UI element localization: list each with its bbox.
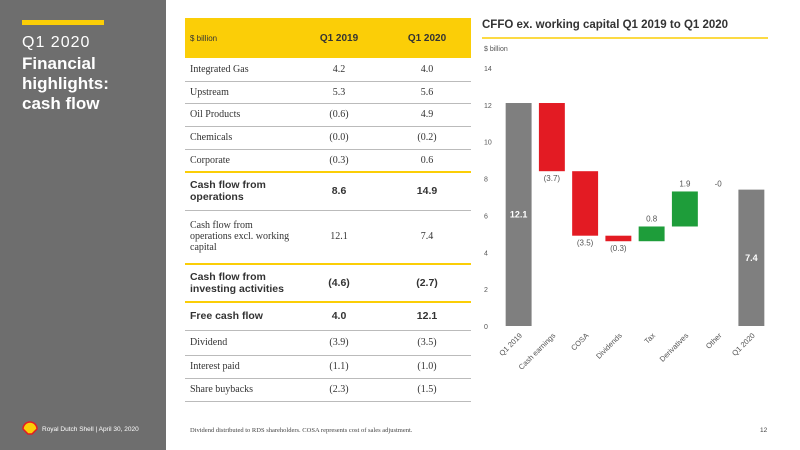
label-cell: Oil Products (185, 103, 295, 127)
footer-company: Royal Dutch Shell | April 30, 2020 (42, 426, 139, 433)
table-row: Cash flow from investing activities (4.6)… (185, 263, 471, 303)
value-cell: 12.1 (295, 210, 383, 265)
x-tick-label: Tax (642, 331, 657, 346)
y-tick-label: 0 (484, 324, 488, 331)
label-cell: Cash flow from investing activities (185, 263, 295, 303)
value-label: 1.9 (679, 179, 691, 188)
x-tick-label: Q1 2020 (730, 331, 757, 358)
table-row: Free cash flow 4.0 12.1 (185, 301, 471, 331)
x-tick-label: Derivatives (658, 331, 691, 364)
y-tick-label: 6 (484, 213, 488, 220)
value-cell: (3.5) (383, 330, 471, 356)
value-cell: (0.2) (383, 126, 471, 150)
value-label: (3.5) (577, 239, 594, 248)
label-cell: Free cash flow (185, 301, 295, 331)
bar (538, 103, 565, 172)
table-row: Upstream 5.3 5.6 (185, 81, 471, 104)
sidebar: Q1 2020 Financial highlights: cash flow … (0, 0, 166, 450)
value-cell: (0.6) (295, 103, 383, 127)
value-label: (0.3) (610, 244, 627, 253)
value-cell: 12.1 (383, 301, 471, 331)
kicker: Q1 2020 (22, 34, 91, 51)
header-cell: $ billion (185, 18, 295, 58)
page-number: 12 (760, 427, 768, 434)
value-label: 12.1 (510, 210, 528, 220)
value-cell: 4.2 (295, 58, 383, 82)
label-cell: Interest paid (185, 355, 295, 379)
footnote: Dividend distributed to RDS shareholders… (190, 427, 413, 434)
label-cell: Share buybacks (185, 378, 295, 402)
chart-title: CFFO ex. working capital Q1 2019 to Q1 2… (482, 19, 728, 31)
value-cell: 8.6 (295, 171, 383, 211)
y-tick-label: 4 (484, 250, 488, 257)
table-row: Chemicals (0.0) (0.2) (185, 126, 471, 150)
y-axis-label: $ billion (484, 46, 508, 53)
table-row: Dividend (3.9) (3.5) (185, 330, 471, 356)
y-tick-label: 8 (484, 177, 488, 184)
accent-bar (22, 20, 104, 25)
label-cell: Cash flow from operations excl. working … (185, 210, 295, 265)
value-cell: 4.0 (383, 58, 471, 82)
logo (22, 421, 38, 435)
label-cell: Upstream (185, 81, 295, 104)
value-cell: (0.0) (295, 126, 383, 150)
table-row: Interest paid (1.1) (1.0) (185, 355, 471, 379)
value-cell: 5.6 (383, 81, 471, 104)
bar (572, 171, 599, 236)
label-cell: Chemicals (185, 126, 295, 150)
value-cell: (1.5) (383, 378, 471, 402)
cash-flow-table: $ billion Q1 2019 Q1 2020 Integrated Gas… (185, 18, 471, 402)
bar (671, 191, 698, 227)
table-row: Cash flow from operations excl. working … (185, 210, 471, 265)
table-row: Share buybacks (2.3) (1.5) (185, 378, 471, 402)
value-cell: (0.3) (295, 149, 383, 173)
value-cell: (4.6) (295, 263, 383, 303)
chart: CFFO ex. working capital Q1 2019 to Q1 2… (482, 19, 768, 372)
value-label: 0.8 (646, 214, 658, 223)
x-tick-label: COSA (569, 331, 590, 352)
value-label: 7.4 (745, 253, 758, 263)
value-cell: 7.4 (383, 210, 471, 265)
value-cell: (1.0) (383, 355, 471, 379)
label-cell: Corporate (185, 149, 295, 173)
value-cell: 4.9 (383, 103, 471, 127)
label-cell: Integrated Gas (185, 58, 295, 82)
y-tick-label: 14 (484, 66, 492, 73)
value-label: -0 (715, 179, 723, 188)
table-header: $ billion Q1 2019 Q1 2020 (185, 18, 471, 58)
x-tick-label: Dividends (594, 331, 624, 361)
value-cell: (3.9) (295, 330, 383, 356)
bar (505, 103, 532, 326)
value-cell: 0.6 (383, 149, 471, 173)
y-tick-label: 12 (484, 103, 492, 110)
label-cell: Dividend (185, 330, 295, 356)
value-cell: 14.9 (383, 171, 471, 211)
slide-title: Financial highlights: cash flow (22, 54, 109, 113)
value-cell: (2.3) (295, 378, 383, 402)
table-row: Integrated Gas 4.2 4.0 (185, 58, 471, 82)
value-cell: 5.3 (295, 81, 383, 104)
y-tick-label: 2 (484, 287, 488, 294)
y-tick-label: 10 (484, 140, 492, 147)
value-cell: 4.0 (295, 301, 383, 331)
value-cell: (2.7) (383, 263, 471, 303)
table-row: Corporate (0.3) 0.6 (185, 149, 471, 173)
header-cell: Q1 2019 (295, 18, 383, 58)
value-label: (3.7) (544, 174, 561, 183)
x-tick-label: Other (704, 331, 724, 351)
header-cell: Q1 2020 (383, 18, 471, 58)
label-cell: Cash flow from operations (185, 171, 295, 211)
bar (605, 235, 632, 242)
table-row: Oil Products (0.6) 4.9 (185, 103, 471, 127)
bar (638, 226, 665, 242)
value-cell: (1.1) (295, 355, 383, 379)
table-row: Cash flow from operations 8.6 14.9 (185, 171, 471, 211)
x-tick-label: Q1 2019 (497, 331, 524, 358)
bar (738, 189, 765, 326)
